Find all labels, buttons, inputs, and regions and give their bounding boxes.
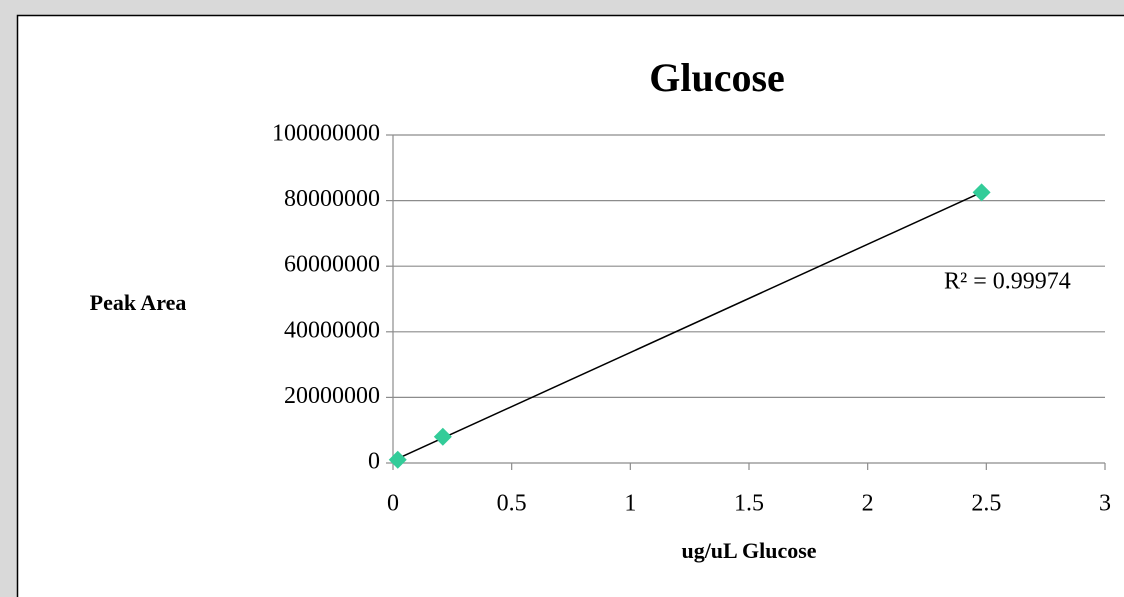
y-axis-title: Peak Area	[90, 290, 187, 315]
y-tick-label: 0	[368, 449, 380, 475]
y-tick-label: 20000000	[284, 383, 380, 409]
x-tick-label: 3	[1099, 491, 1111, 517]
data-point	[972, 183, 991, 202]
x-tick-label: 0.5	[497, 491, 527, 517]
x-tick-label: 0	[387, 491, 399, 517]
trendline	[397, 191, 982, 460]
data-point	[388, 450, 407, 469]
y-tick-label: 100000000	[272, 121, 380, 147]
x-axis-title: ug/uL Glucose	[681, 538, 816, 563]
y-tick-label: 40000000	[284, 317, 380, 343]
y-tick-label: 80000000	[284, 186, 380, 212]
x-tick-label: 1	[624, 491, 636, 517]
x-tick-label: 2	[862, 491, 874, 517]
x-tick-label: 1.5	[734, 491, 764, 517]
chart-title: Glucose	[649, 55, 785, 100]
data-point	[433, 427, 452, 446]
x-tick-label: 2.5	[971, 491, 1001, 517]
r-squared-label: R² = 0.99974	[944, 269, 1071, 295]
chart-area	[16, 14, 1124, 597]
y-tick-label: 60000000	[284, 252, 380, 278]
